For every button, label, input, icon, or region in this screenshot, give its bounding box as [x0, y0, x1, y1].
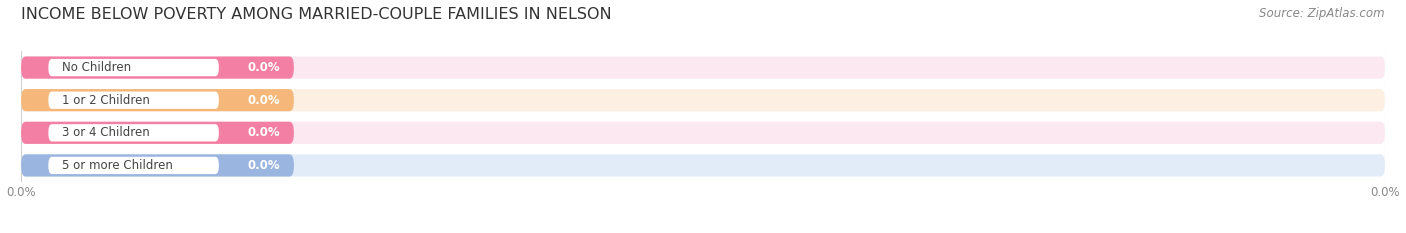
- Text: 5 or more Children: 5 or more Children: [62, 159, 173, 172]
- Text: 0.0%: 0.0%: [247, 94, 280, 107]
- FancyBboxPatch shape: [21, 154, 1385, 177]
- Text: INCOME BELOW POVERTY AMONG MARRIED-COUPLE FAMILIES IN NELSON: INCOME BELOW POVERTY AMONG MARRIED-COUPL…: [21, 7, 612, 22]
- Text: Source: ZipAtlas.com: Source: ZipAtlas.com: [1260, 7, 1385, 20]
- Text: No Children: No Children: [62, 61, 131, 74]
- Text: 3 or 4 Children: 3 or 4 Children: [62, 126, 150, 139]
- FancyBboxPatch shape: [21, 122, 1385, 144]
- Circle shape: [31, 125, 38, 140]
- FancyBboxPatch shape: [21, 56, 294, 79]
- Text: 0.0%: 0.0%: [247, 126, 280, 139]
- Text: 0.0%: 0.0%: [247, 159, 280, 172]
- Circle shape: [31, 158, 38, 173]
- FancyBboxPatch shape: [21, 89, 294, 111]
- FancyBboxPatch shape: [21, 154, 294, 177]
- FancyBboxPatch shape: [21, 122, 294, 144]
- FancyBboxPatch shape: [48, 124, 219, 141]
- FancyBboxPatch shape: [48, 157, 219, 174]
- FancyBboxPatch shape: [21, 56, 1385, 79]
- Circle shape: [31, 93, 38, 108]
- Text: 0.0%: 0.0%: [247, 61, 280, 74]
- FancyBboxPatch shape: [48, 92, 219, 109]
- FancyBboxPatch shape: [21, 89, 1385, 111]
- Text: 1 or 2 Children: 1 or 2 Children: [62, 94, 150, 107]
- Circle shape: [31, 60, 38, 75]
- FancyBboxPatch shape: [48, 59, 219, 76]
